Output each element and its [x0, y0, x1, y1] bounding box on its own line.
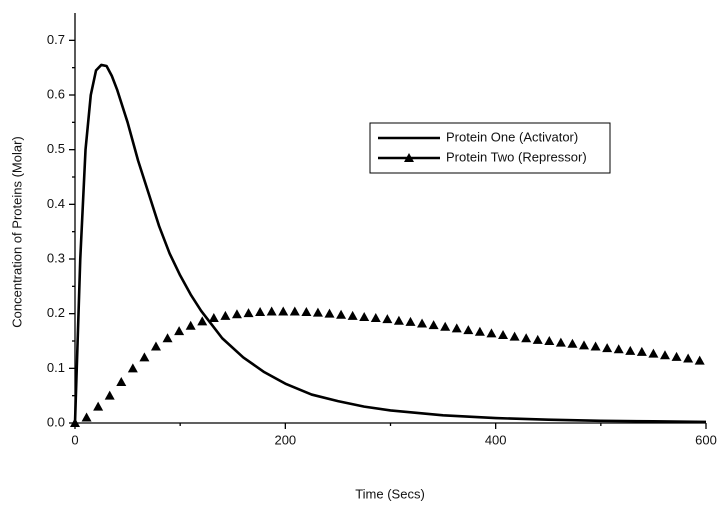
- triangle-marker: [567, 338, 578, 348]
- y-tick-label: 0.7: [47, 32, 65, 47]
- triangle-marker: [636, 346, 647, 356]
- triangle-marker: [324, 308, 335, 318]
- triangle-marker: [521, 333, 532, 343]
- y-axis-label: Concentration of Proteins (Molar): [9, 136, 24, 327]
- triangle-marker: [139, 352, 150, 362]
- y-tick-label: 0.5: [47, 141, 65, 156]
- triangle-marker: [659, 350, 670, 360]
- x-tick-label: 600: [695, 432, 717, 447]
- x-tick-label: 200: [274, 432, 296, 447]
- triangle-marker: [70, 418, 80, 427]
- triangle-marker: [555, 337, 566, 347]
- triangle-marker: [174, 326, 185, 336]
- triangle-marker: [312, 307, 323, 317]
- triangle-marker: [451, 323, 462, 333]
- triangle-marker: [208, 313, 219, 323]
- triangle-marker: [683, 353, 694, 363]
- triangle-marker: [220, 310, 231, 320]
- triangle-marker: [197, 316, 208, 326]
- y-tick-label: 0.3: [47, 250, 65, 265]
- triangle-marker: [347, 310, 358, 320]
- triangle-marker: [590, 341, 601, 351]
- triangle-marker: [231, 309, 242, 319]
- y-tick-label: 0.6: [47, 86, 65, 101]
- triangle-marker: [359, 311, 370, 321]
- legend-label: Protein Two (Repressor): [446, 149, 587, 164]
- triangle-marker: [625, 345, 636, 355]
- x-tick-label: 0: [71, 432, 78, 447]
- triangle-marker: [602, 343, 613, 353]
- triangle-marker: [393, 315, 404, 325]
- triangle-marker: [648, 348, 659, 358]
- triangle-marker: [116, 377, 127, 386]
- triangle-marker: [671, 351, 682, 361]
- triangle-marker: [243, 308, 254, 318]
- triangle-marker: [405, 316, 416, 326]
- triangle-marker: [463, 325, 474, 335]
- triangle-marker: [185, 320, 196, 330]
- triangle-marker: [579, 340, 590, 350]
- triangle-marker: [417, 318, 428, 328]
- triangle-marker: [474, 326, 485, 336]
- triangle-marker: [498, 329, 509, 339]
- triangle-marker: [509, 331, 520, 341]
- triangle-marker: [532, 334, 543, 344]
- legend-label: Protein One (Activator): [446, 129, 578, 144]
- triangle-marker: [278, 306, 289, 316]
- triangle-marker: [382, 314, 393, 324]
- triangle-marker: [150, 341, 161, 351]
- line-series: [73, 63, 707, 424]
- triangle-marker: [127, 363, 138, 373]
- triangle-marker: [301, 307, 312, 317]
- triangle-marker: [428, 320, 439, 330]
- triangle-marker: [104, 390, 115, 400]
- triangle-marker: [93, 401, 104, 411]
- triangle-marker: [370, 313, 381, 323]
- x-tick-label: 400: [485, 432, 507, 447]
- triangle-marker: [289, 306, 300, 316]
- y-tick-label: 0.1: [47, 360, 65, 375]
- triangle-marker: [255, 307, 266, 317]
- y-tick-label: 0.0: [47, 414, 65, 429]
- triangle-marker: [440, 321, 451, 331]
- triangle-marker: [544, 336, 555, 345]
- legend-marker: [404, 153, 414, 162]
- triangle-marker: [81, 412, 92, 422]
- x-axis-label: Time (Secs): [355, 486, 425, 501]
- y-tick-label: 0.4: [47, 196, 65, 211]
- triangle-marker: [162, 333, 173, 343]
- triangle-marker: [613, 344, 624, 354]
- y-tick-label: 0.2: [47, 305, 65, 320]
- legend-box: [369, 122, 611, 174]
- triangle-marker: [266, 306, 277, 316]
- triangle-marker: [694, 355, 705, 365]
- triangle-marker: [336, 309, 347, 319]
- triangle-marker: [486, 328, 497, 338]
